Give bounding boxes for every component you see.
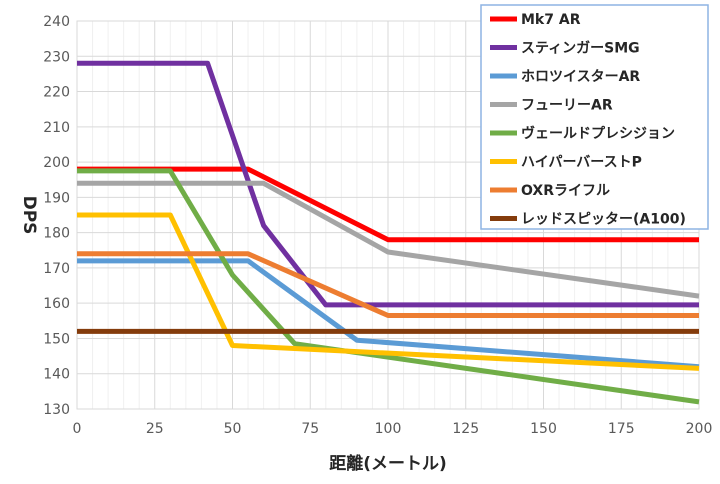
series-line (77, 251, 699, 318)
x-tick-label: 25 (146, 421, 164, 437)
y-tick-label: 140 (43, 367, 70, 383)
y-tick-label: 220 (43, 85, 70, 101)
y-tick-label: 150 (43, 331, 70, 347)
x-tick-label: 0 (73, 421, 82, 437)
x-tick-label: 100 (375, 421, 402, 437)
y-tick-label: 210 (43, 120, 70, 136)
series-line (77, 180, 700, 299)
x-tick-label: 50 (224, 421, 242, 437)
legend-label: スティンガーSMG (521, 41, 640, 57)
y-tick-label: 200 (43, 155, 70, 171)
series-line (77, 258, 700, 370)
legend-box (480, 4, 709, 230)
y-tick-label: 160 (43, 296, 70, 312)
series-line (77, 168, 700, 405)
legend-label: ホロツイスターAR (521, 69, 640, 85)
y-tick-label: 230 (43, 49, 70, 65)
legend-label: OXRライフル (521, 183, 610, 199)
y-tick-label: 170 (43, 261, 70, 277)
series-line (77, 212, 700, 371)
legend-label: Mk7 AR (521, 12, 581, 28)
legend-label: ハイパーバーストP (521, 155, 642, 171)
y-axis-title: DPS (19, 196, 39, 235)
x-tick-label: 150 (530, 421, 557, 437)
x-tick-label: 175 (608, 421, 635, 437)
y-tick-label: 180 (43, 226, 70, 242)
y-tick-label: 240 (43, 14, 70, 30)
y-tick-label: 130 (43, 402, 70, 418)
x-axis-title: 距離(メートル) (329, 453, 447, 474)
legend-label: フューリーAR (521, 98, 613, 114)
x-tick-label: 200 (686, 421, 713, 437)
series-line (77, 60, 699, 308)
x-tick-label: 75 (301, 421, 319, 437)
x-tick-label: 125 (452, 421, 479, 437)
legend-label: ヴェールドプレシジョン (521, 125, 675, 142)
legend-label: レッドスピッター(A100) (521, 212, 686, 228)
y-tick-label: 190 (43, 190, 70, 206)
